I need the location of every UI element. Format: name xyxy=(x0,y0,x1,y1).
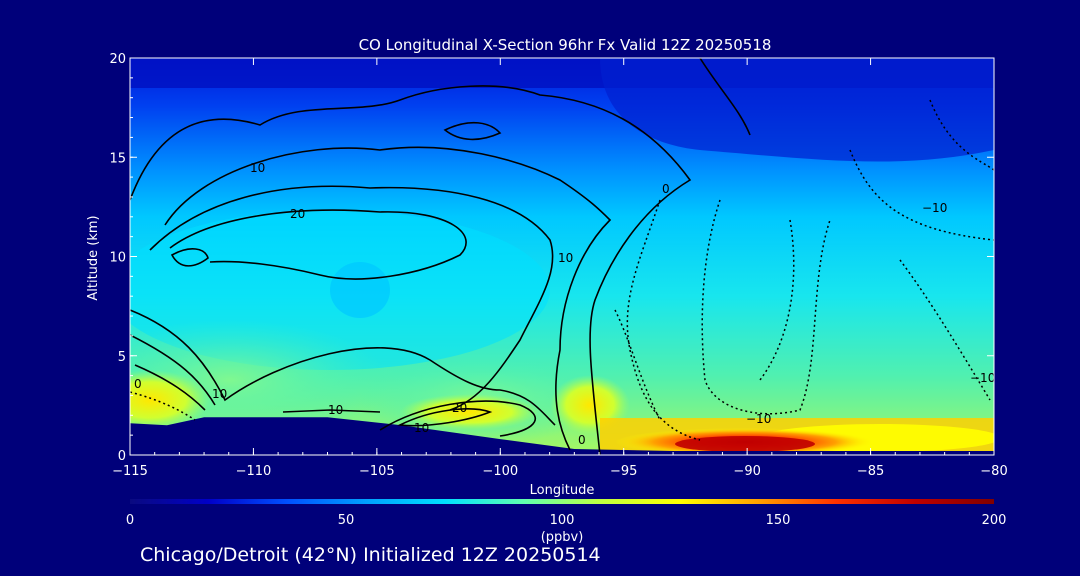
terrain-mask xyxy=(130,417,994,455)
contour-label: 20 xyxy=(290,207,305,221)
contour-label: 0 xyxy=(134,377,142,391)
x-axis: −115 −110 −105 −100 −95 −90 −85 −80 xyxy=(112,58,1008,479)
x-tick-label: −95 xyxy=(610,464,637,479)
colorbar-tick-label: 100 xyxy=(550,513,575,528)
x-tick-label: −90 xyxy=(733,464,760,479)
contour-label: 0 xyxy=(662,182,670,196)
colorbar-ticks: 0 50 100 150 200 xyxy=(126,513,1007,528)
y-tick-label: 0 xyxy=(118,449,126,464)
contour-label: −10 xyxy=(970,371,995,385)
contour-label: −10 xyxy=(746,412,771,426)
colorbar-tick-label: 0 xyxy=(126,513,134,528)
footer-caption: Chicago/Detroit (42°N) Initialized 12Z 2… xyxy=(140,544,601,566)
colorbar-tick-label: 50 xyxy=(338,513,355,528)
contour-label-group: 10 20 10 0 −10 20 10 10 0 0 10 −10 −10 xyxy=(134,161,995,447)
colorbar-unit: (ppbv) xyxy=(541,530,584,545)
x-tick-label: −105 xyxy=(359,464,395,479)
contour-label: 10 xyxy=(212,387,227,401)
contour-label: 20 xyxy=(452,401,467,415)
contour-lines xyxy=(130,58,751,455)
x-tick-label: −110 xyxy=(236,464,272,479)
x-tick-label: −80 xyxy=(980,464,1007,479)
colorbar xyxy=(130,499,994,504)
x-tick-label: −100 xyxy=(482,464,518,479)
contour-label: 10 xyxy=(328,403,343,417)
negative-contour-lines xyxy=(130,99,994,441)
contour-label: 10 xyxy=(558,251,573,265)
chart-title: CO Longitudinal X-Section 96hr Fx Valid … xyxy=(359,36,772,54)
x-axis-label: Longitude xyxy=(530,483,595,498)
y-tick-label: 20 xyxy=(109,52,126,67)
y-tick-label: 10 xyxy=(109,251,126,266)
contour-label: 10 xyxy=(414,421,429,435)
contour-label: 0 xyxy=(578,433,586,447)
y-tick-label: 5 xyxy=(118,350,126,365)
x-tick-label: −85 xyxy=(857,464,884,479)
contour-label: −10 xyxy=(922,201,947,215)
heatmap-field: 10 20 10 0 −10 20 10 10 0 0 10 −10 −10 xyxy=(130,58,995,455)
colorbar-tick-label: 200 xyxy=(982,513,1007,528)
y-axis-label: Altitude (km) xyxy=(86,215,101,300)
x-tick-label: −115 xyxy=(112,464,148,479)
contour-label: 10 xyxy=(250,161,265,175)
y-tick-label: 15 xyxy=(109,151,126,166)
colorbar-tick-label: 150 xyxy=(766,513,791,528)
